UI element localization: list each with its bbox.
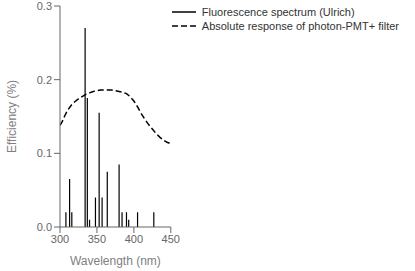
svg-text:0.0: 0.0 [37, 221, 52, 233]
html-text:Absolute response of photon-PM: Absolute response of photon-PMT+ filter [201, 20, 399, 32]
svg-text:Efficiency (%): Efficiency (%) [8, 80, 19, 153]
svg-text:300: 300 [51, 233, 69, 245]
svg-text:Wavelength (nm): Wavelength (nm) [70, 254, 161, 268]
svg-text:400: 400 [125, 233, 143, 245]
svg-text:0.1: 0.1 [37, 147, 52, 159]
svg-text:350: 350 [88, 233, 106, 245]
svg-text:0.2: 0.2 [37, 74, 52, 86]
svg-text:450: 450 [162, 233, 180, 245]
svg-text:0.3: 0.3 [37, 0, 52, 12]
html-text:Fluorescence spectrum (Ulrich): Fluorescence spectrum (Ulrich) [201, 6, 355, 18]
